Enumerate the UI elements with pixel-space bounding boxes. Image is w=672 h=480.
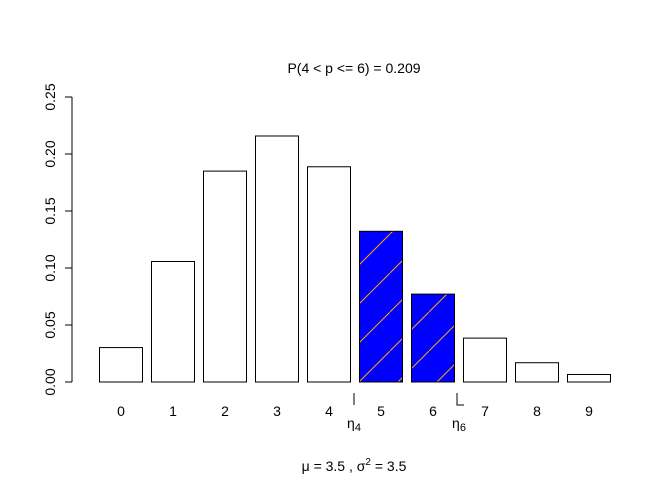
x-tick-label: 5 — [377, 403, 385, 419]
y-tick-label: 0.05 — [42, 311, 58, 338]
y-tick-label: 0.20 — [42, 140, 58, 167]
bar-4 — [307, 166, 351, 383]
bar-3 — [255, 135, 299, 383]
eta-markers: η4 η6 — [347, 393, 466, 434]
bar-7 — [463, 337, 507, 383]
bar-2 — [203, 170, 247, 383]
x-tick-label: 9 — [585, 403, 593, 419]
y-tick-label: 0.25 — [42, 83, 58, 110]
y-tick-label: 0.00 — [42, 368, 58, 395]
x-tick-label: 1 — [169, 403, 177, 419]
eta-label: η4 — [347, 415, 361, 434]
chart-title: P(4 < p <= 6) = 0.209 — [287, 60, 420, 76]
x-tick-label: 3 — [273, 403, 281, 419]
bar-0 — [99, 347, 143, 383]
y-axis: 0.00 0.05 0.10 0.15 0.20 0.25 — [42, 83, 73, 396]
x-tick-label: 0 — [117, 403, 125, 419]
eta-label: η6 — [452, 415, 466, 434]
x-tick-label: 4 — [325, 403, 333, 419]
y-tick-label: 0.10 — [42, 254, 58, 281]
x-tick-label: 8 — [533, 403, 541, 419]
x-tick-label: 2 — [221, 403, 229, 419]
bar-1 — [151, 261, 195, 383]
chart-subtitle: μ = 3.5 , σ2 = 3.5 — [302, 457, 407, 474]
bars — [99, 135, 611, 383]
eta-marker-line — [456, 393, 464, 406]
bar-hatch-5 — [360, 231, 402, 382]
bar-hatch-6 — [412, 294, 454, 382]
x-tick-label: 6 — [429, 403, 437, 419]
x-tick-labels: 0 1 2 3 4 5 6 7 8 9 — [117, 403, 593, 419]
bar-9 — [567, 373, 611, 383]
bar-8 — [515, 362, 559, 383]
x-tick-label: 7 — [481, 403, 489, 419]
y-tick-label: 0.15 — [42, 197, 58, 224]
